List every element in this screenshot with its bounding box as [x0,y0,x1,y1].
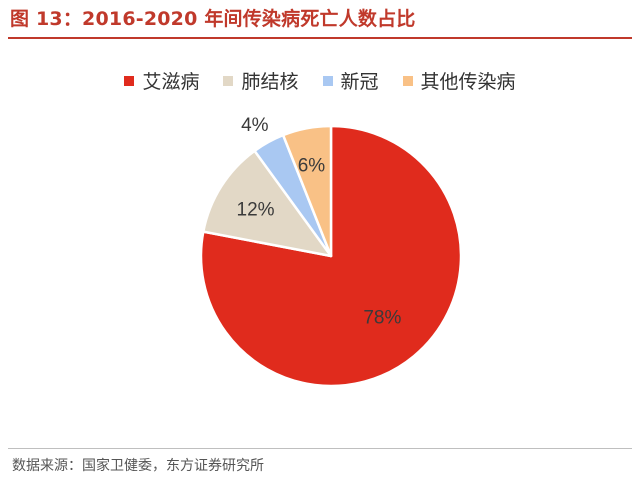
legend-swatch-covid [322,75,333,86]
source-note: 数据来源：国家卫健委，东方证券研究所 [12,458,264,474]
chart-title: 图 13：2016-2020 年间传染病死亡人数占比 [10,8,416,30]
slice-label-tuberculosis: 12% [237,200,275,221]
legend-swatch-aids [124,75,135,86]
pie-slice-other [281,124,333,258]
slice-label-covid: 4% [241,115,269,136]
legend: 艾滋病 肺结核 新冠 其他传染病 [0,67,640,94]
slice-label-aids: 78% [363,308,401,329]
legend-label-aids: 艾滋病 [142,71,200,93]
pie-slice-tuberculosis [202,149,333,258]
source-divider [8,448,632,449]
slice-label-other: 6% [298,156,326,177]
legend-label-covid: 新冠 [340,71,379,93]
legend-swatch-other [402,75,413,86]
legend-swatch-tuberculosis [223,75,234,86]
title-divider [8,37,632,39]
legend-item-tuberculosis: 肺结核 [223,67,299,94]
legend-item-other: 其他传染病 [402,67,516,94]
legend-item-covid: 新冠 [322,67,379,94]
legend-label-other: 其他传染病 [420,71,516,93]
legend-item-aids: 艾滋病 [124,67,199,94]
legend-label-tuberculosis: 肺结核 [241,71,299,93]
